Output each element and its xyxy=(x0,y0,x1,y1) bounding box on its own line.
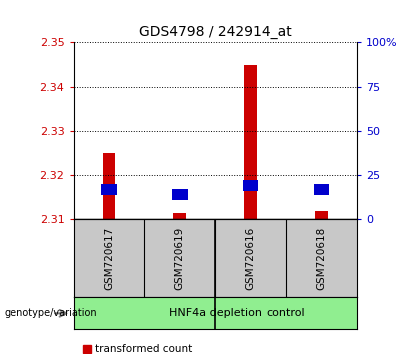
Bar xyxy=(172,189,188,200)
Text: genotype/variation: genotype/variation xyxy=(4,308,97,318)
Bar xyxy=(101,184,117,195)
Bar xyxy=(314,184,329,195)
Title: GDS4798 / 242914_at: GDS4798 / 242914_at xyxy=(139,25,291,39)
Text: GSM720619: GSM720619 xyxy=(175,227,185,290)
Bar xyxy=(243,179,258,191)
Text: GSM720617: GSM720617 xyxy=(104,227,114,290)
Bar xyxy=(102,153,116,219)
Bar xyxy=(173,213,186,219)
Text: control: control xyxy=(267,308,305,318)
Legend: transformed count, percentile rank within the sample: transformed count, percentile rank withi… xyxy=(79,340,276,354)
Bar xyxy=(244,64,257,219)
Bar xyxy=(315,211,328,219)
Text: HNF4a depletion: HNF4a depletion xyxy=(169,308,262,318)
Text: GSM720616: GSM720616 xyxy=(246,227,256,290)
Text: GSM720618: GSM720618 xyxy=(317,227,327,290)
